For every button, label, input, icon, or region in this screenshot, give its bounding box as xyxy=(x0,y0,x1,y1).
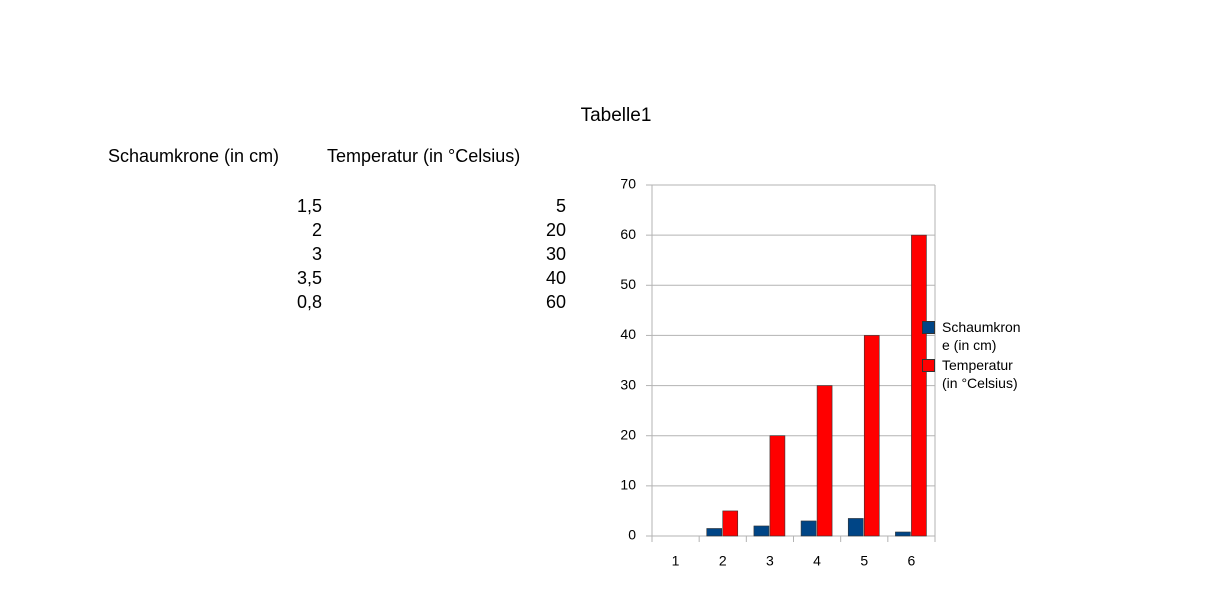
cell: 30 xyxy=(546,244,566,264)
x-tick-label: 2 xyxy=(719,553,727,569)
bar xyxy=(722,510,739,537)
y-tick-label: 10 xyxy=(620,477,636,493)
x-tick-label: 4 xyxy=(813,553,821,569)
bar xyxy=(753,525,770,537)
x-tick-label: 6 xyxy=(908,553,916,569)
cell: 1,5 xyxy=(297,196,322,216)
bar xyxy=(706,528,723,537)
x-tick-label: 1 xyxy=(672,553,680,569)
bar xyxy=(769,435,786,537)
cell: 40 xyxy=(546,268,566,288)
cell: 60 xyxy=(546,292,566,312)
legend-item: Temperatur (in °Celsius) xyxy=(922,356,1022,392)
legend: Schaumkrone (in cm) Temperatur (in °Celsi… xyxy=(922,318,1022,394)
bar xyxy=(800,520,817,537)
cell: 20 xyxy=(546,220,566,240)
x-tick-label: 5 xyxy=(860,553,868,569)
bar xyxy=(816,385,833,537)
cell: 5 xyxy=(556,196,566,216)
sheet-title: Tabelle1 xyxy=(581,105,652,126)
y-tick-label: 30 xyxy=(620,376,636,392)
column-header: Temperatur (in °Celsius) xyxy=(327,146,520,166)
legend-label: Temperatur (in °Celsius) xyxy=(942,357,1018,391)
y-tick-label: 70 xyxy=(620,176,636,192)
legend-swatch xyxy=(922,321,935,334)
bar xyxy=(847,518,864,537)
column-header: Schaumkrone (in cm) xyxy=(108,146,279,166)
bar xyxy=(863,335,880,537)
legend-item: Schaumkrone (in cm) xyxy=(922,318,1022,354)
cell: 0,8 xyxy=(297,292,322,312)
bar xyxy=(895,531,911,537)
cell: 2 xyxy=(312,220,322,240)
legend-label: Schaumkrone (in cm) xyxy=(942,319,1021,353)
y-tick-label: 20 xyxy=(620,426,636,442)
y-tick-label: 0 xyxy=(628,527,636,543)
legend-swatch xyxy=(922,359,935,372)
y-tick-label: 40 xyxy=(620,326,636,342)
cell: 3,5 xyxy=(297,268,322,288)
bar xyxy=(911,234,927,537)
x-tick-label: 3 xyxy=(766,553,774,569)
cell: 3 xyxy=(312,244,322,264)
y-tick-label: 50 xyxy=(620,276,636,292)
y-tick-label: 60 xyxy=(620,226,636,242)
